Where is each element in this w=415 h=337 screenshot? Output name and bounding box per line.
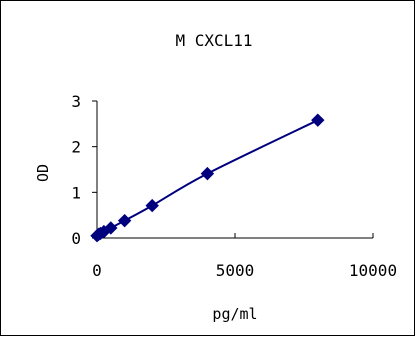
x-tick-label: 5000 (216, 261, 255, 280)
y-tick-label: 3 (71, 92, 81, 111)
data-point (104, 221, 118, 235)
data-point (145, 198, 159, 213)
data-point (200, 166, 215, 181)
data-point (311, 113, 325, 127)
x-axis-label: pg/ml (212, 305, 257, 323)
x-tick-label: 10000 (349, 261, 397, 280)
y-axis-label: OD (34, 164, 52, 182)
data-point (117, 213, 132, 228)
chart-title: M CXCL11 (175, 31, 252, 50)
y-tick-label: 0 (71, 229, 81, 248)
axes: 0 1 2 3 0 5000 10000 (71, 92, 397, 280)
y-tick-label: 2 (71, 138, 81, 157)
y-tick-label: 1 (71, 183, 81, 202)
x-tick-label: 0 (92, 261, 102, 280)
data-markers (90, 113, 325, 243)
